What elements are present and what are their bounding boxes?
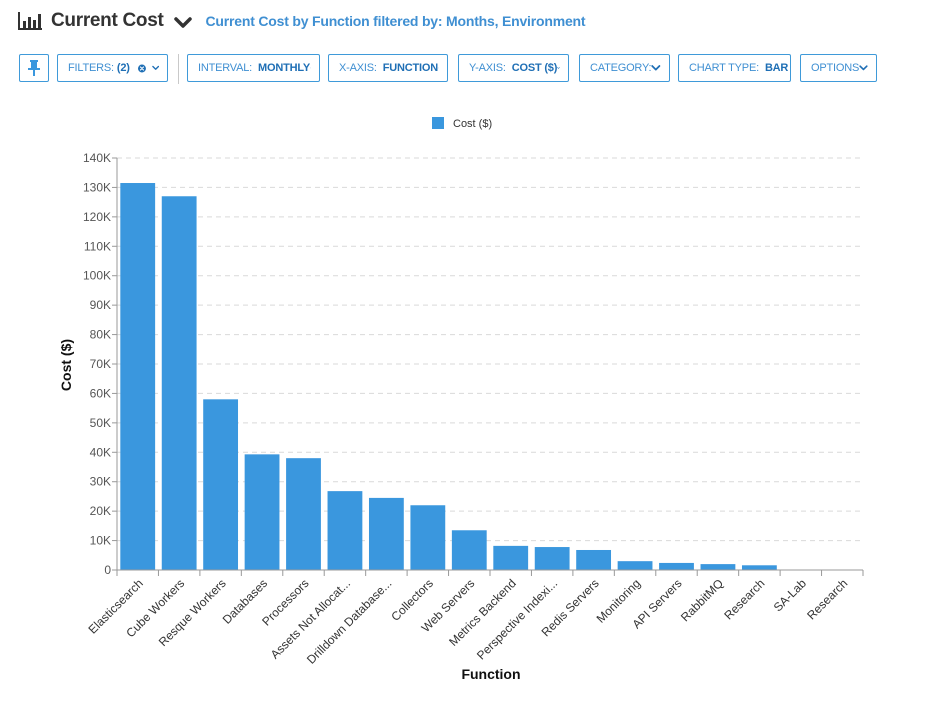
chart-legend[interactable]: Cost ($) xyxy=(432,117,492,130)
page-title: Current Cost xyxy=(51,10,164,31)
bar[interactable] xyxy=(120,183,156,570)
bar[interactable] xyxy=(534,547,570,570)
bar[interactable] xyxy=(161,196,197,570)
chevron-down-icon xyxy=(310,67,311,69)
y-tick-label: 60K xyxy=(90,386,111,400)
options-label: OPTIONS xyxy=(811,62,860,74)
y-tick-label: 130K xyxy=(83,180,111,194)
category-dropdown[interactable]: CATEGORY: xyxy=(579,54,670,82)
x-tick-label: Research xyxy=(721,576,767,622)
xaxis-label: X-AXIS: xyxy=(339,62,377,74)
clear-filter-icon[interactable] xyxy=(137,62,146,75)
pin-icon xyxy=(28,60,40,76)
bar-chart-icon xyxy=(18,12,42,30)
y-axis-ticks: 0 10K 20K 30K 40K 50K 60K 70K 80K 90K 100K 110K 120K… xyxy=(83,151,117,577)
x-tick-label: RabbitMQ xyxy=(678,576,726,624)
bar[interactable] xyxy=(286,458,321,570)
y-tick-label: 120K xyxy=(83,210,111,224)
yaxis-label: Y-AXIS: xyxy=(469,62,506,74)
page-header: Current Cost Current Cost by Function fi… xyxy=(18,8,586,34)
legend-label: Cost ($) xyxy=(453,118,492,130)
chevron-down-icon xyxy=(151,65,159,70)
bar[interactable] xyxy=(617,561,653,570)
y-tick-label: 140K xyxy=(83,151,111,165)
bar[interactable] xyxy=(244,454,280,570)
bar[interactable] xyxy=(368,497,404,570)
x-tick-label: Assets Not Allocat... xyxy=(268,576,353,661)
x-tick-label: SA-Lab xyxy=(771,576,809,614)
filters-dropdown[interactable]: FILTERS: (2) xyxy=(57,54,168,82)
filters-label: FILTERS: xyxy=(68,62,114,74)
chart-type-dropdown[interactable]: CHART TYPE: BAR xyxy=(678,54,791,82)
bar[interactable] xyxy=(576,549,612,570)
xaxis-value: FUNCTION xyxy=(382,62,438,74)
bar[interactable] xyxy=(410,505,446,570)
xaxis-dropdown[interactable]: X-AXIS: FUNCTION xyxy=(328,54,448,82)
y-tick-label: 50K xyxy=(90,416,111,430)
y-tick-label: 90K xyxy=(90,298,111,312)
bar[interactable] xyxy=(327,491,363,570)
y-tick-label: 100K xyxy=(83,269,111,283)
interval-dropdown[interactable]: INTERVAL: MONTHLY xyxy=(187,54,320,82)
x-axis-title: Function xyxy=(461,666,520,682)
bar[interactable] xyxy=(203,399,239,570)
y-tick-label: 30K xyxy=(90,475,111,489)
chart-type-value: BAR xyxy=(764,62,789,74)
interval-label: INTERVAL: xyxy=(198,62,253,74)
bar[interactable] xyxy=(451,530,487,570)
y-tick-label: 40K xyxy=(90,445,111,459)
bar[interactable] xyxy=(700,564,736,570)
y-tick-label: 10K xyxy=(90,534,111,548)
category-label: CATEGORY: xyxy=(590,62,652,74)
pin-button[interactable] xyxy=(19,54,49,82)
y-tick-label: 0 xyxy=(104,563,111,577)
chevron-down-icon xyxy=(438,67,439,69)
legend-swatch xyxy=(432,117,444,129)
options-dropdown[interactable]: OPTIONS xyxy=(800,54,877,82)
bar-chart: Cost ($) 0 10K 20K 30K 40K 50K 60K 70K 80K 90K 100… xyxy=(58,117,864,682)
y-axis-title: Cost ($) xyxy=(58,339,74,391)
y-tick-label: 80K xyxy=(90,328,111,342)
chart-type-label: CHART TYPE: xyxy=(689,62,759,74)
yaxis-value: COST ($) xyxy=(511,62,558,74)
toolbar-divider xyxy=(178,54,179,84)
bar[interactable] xyxy=(659,562,694,570)
y-tick-label: 70K xyxy=(90,357,111,371)
chart-bars xyxy=(120,183,777,570)
bar[interactable] xyxy=(741,565,777,570)
page-subtitle: Current Cost by Function filtered by: Mo… xyxy=(205,13,586,29)
x-tick-label: Research xyxy=(804,576,850,622)
yaxis-dropdown[interactable]: Y-AXIS: COST ($) xyxy=(458,54,569,82)
filters-count: (2) xyxy=(116,62,130,74)
y-tick-label: 110K xyxy=(84,239,111,253)
chevron-down-icon xyxy=(651,65,661,71)
chart-grid xyxy=(117,157,863,542)
bar[interactable] xyxy=(493,545,529,570)
interval-value: MONTHLY xyxy=(258,62,311,74)
chevron-down-icon xyxy=(557,67,560,69)
chevron-down-icon[interactable] xyxy=(173,17,192,29)
chevron-down-icon xyxy=(859,65,868,71)
y-tick-label: 20K xyxy=(90,504,111,518)
